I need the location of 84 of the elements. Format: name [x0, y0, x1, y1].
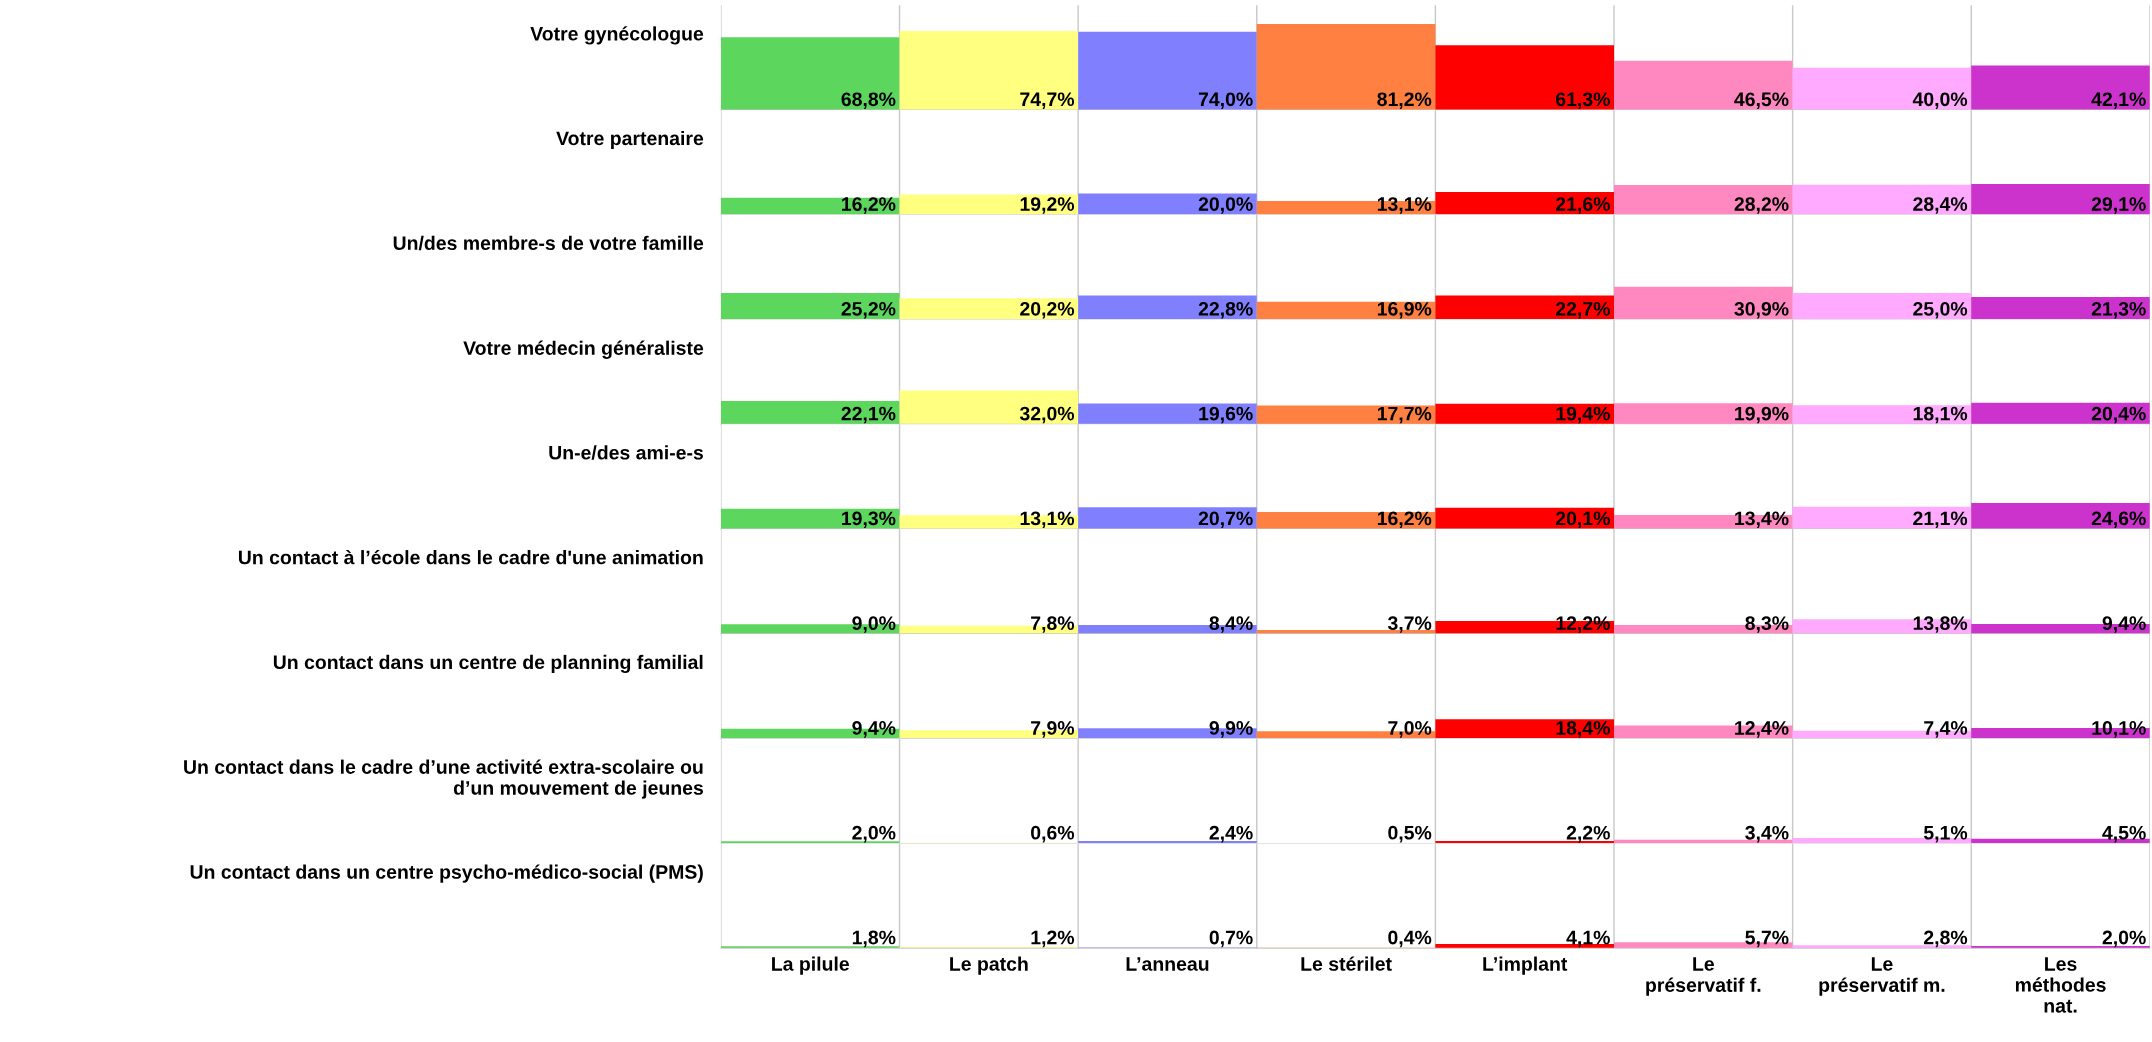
data-label: 22,8% [1198, 301, 1253, 319]
data-label: 20,2% [1020, 301, 1075, 319]
data-label: 28,2% [1734, 197, 1789, 214]
x-tick-label: Le préservatif m. [1819, 957, 1945, 996]
data-label: 0,4% [1388, 930, 1432, 948]
data-label: 16,9% [1377, 301, 1432, 319]
data-label: 74,7% [1020, 92, 1075, 109]
chart-title: Votre médecin généraliste [463, 340, 704, 359]
data-label: 17,7% [1377, 406, 1432, 424]
data-label: 7,9% [1031, 721, 1075, 738]
data-label: 19,6% [1199, 406, 1253, 424]
data-label: 20,0% [1198, 197, 1253, 214]
text: Un contact dans un centre de planning familial [273, 654, 703, 674]
x-tick-label: Le préservatif f. [1646, 957, 1761, 996]
data-label: 8,3% [1745, 616, 1789, 633]
data-label: 7,8% [1031, 616, 1075, 633]
data-label: 21,1% [1913, 511, 1968, 529]
data-label: 16,2% [1377, 511, 1432, 529]
data-label: 28,4% [1913, 197, 1968, 214]
data-label: 13,1% [1020, 511, 1075, 529]
data-label: 16,2% [842, 197, 896, 214]
data-label: 20,7% [1198, 511, 1253, 529]
data-label: 4,1% [1566, 930, 1610, 948]
data-label: 19,9% [1735, 406, 1789, 424]
x-tick-label: La pilule [772, 956, 849, 975]
data-label: 1,8% [852, 930, 896, 948]
x-tick-label: Le patch [950, 956, 1028, 975]
data-label: 46,5% [1734, 92, 1789, 109]
data-label: 13,8% [1913, 616, 1968, 633]
text: Un contact à l’école dans le cadre d'une animation [238, 549, 703, 565]
data-label: 19,2% [1020, 197, 1075, 214]
data-label: 25,0% [1913, 301, 1968, 319]
x-tick-label: Les méthodes nat. [2015, 957, 2106, 1013]
data-label: 42,1% [2091, 92, 2146, 109]
data-label: 20,1% [1555, 511, 1610, 529]
data-label: 61,3% [1556, 92, 1610, 109]
data-label: 9,9% [1209, 721, 1253, 738]
data-label: 12,2% [1556, 616, 1610, 633]
chart-title: Votre partenaire [556, 130, 704, 150]
data-label: 0,6% [1031, 825, 1075, 843]
data-label: 22,1% [841, 406, 896, 424]
data-label: 0,5% [1388, 825, 1432, 843]
data-label: 7,4% [1924, 721, 1968, 738]
x-tick-label: L’implant [1483, 956, 1568, 975]
data-label: 22,7% [1555, 301, 1610, 319]
data-label: 25,2% [841, 301, 896, 319]
data-label: 12,4% [1735, 721, 1789, 738]
chart-title: Un-e/des ami-e-s [549, 445, 703, 460]
data-label: 74,0% [1198, 92, 1253, 109]
data-label: 68,8% [841, 92, 896, 109]
data-label: 20,4% [2091, 406, 2146, 424]
chart-title: Votre gynécologue [530, 26, 704, 45]
text: Un contact dans le cadre d’une activité extra-scolaire ou d’un mouvement de jeunes [184, 759, 703, 799]
text: Un contact dans un centre psycho-médico-social (PMS) [190, 864, 703, 883]
data-label: 4,5% [2102, 825, 2146, 843]
data-label: 81,2% [1377, 92, 1432, 109]
data-label: 19,3% [842, 511, 896, 529]
data-label: 18,1% [1913, 406, 1968, 424]
text: Un/des membre-s de votre famille [393, 235, 704, 251]
x-tick-label: Le stérilet [1301, 956, 1392, 971]
data-label: 30,9% [1734, 301, 1789, 319]
data-label: 29,1% [2091, 197, 2146, 214]
data-label: 19,4% [1556, 406, 1610, 424]
data-label: 2,4% [1209, 825, 1253, 843]
x-tick-label: L’anneau [1126, 957, 1209, 971]
data-label: 24,6% [2091, 511, 2146, 529]
data-label: 3,4% [1745, 825, 1789, 843]
data-label: 2,0% [2102, 930, 2146, 948]
data-label: 40,0% [1912, 92, 1968, 109]
data-label: 2,0% [852, 825, 896, 843]
data-label: 5,7% [1745, 930, 1789, 948]
data-label: 21,3% [2091, 301, 2146, 319]
data-label: 3,7% [1387, 616, 1432, 633]
data-label: 18,4% [1556, 721, 1610, 738]
data-label: 13,1% [1377, 197, 1432, 214]
data-label: 13,4% [1735, 511, 1789, 529]
data-label: 32,0% [1019, 406, 1075, 424]
data-label: 5,1% [1923, 825, 1968, 843]
data-label: 0,7% [1209, 930, 1253, 948]
data-label: 21,6% [1555, 197, 1610, 214]
data-label: 1,2% [1031, 930, 1075, 948]
data-label: 2,2% [1566, 825, 1610, 843]
data-label: 8,4% [1209, 616, 1253, 633]
data-label: 2,8% [1924, 930, 1968, 948]
